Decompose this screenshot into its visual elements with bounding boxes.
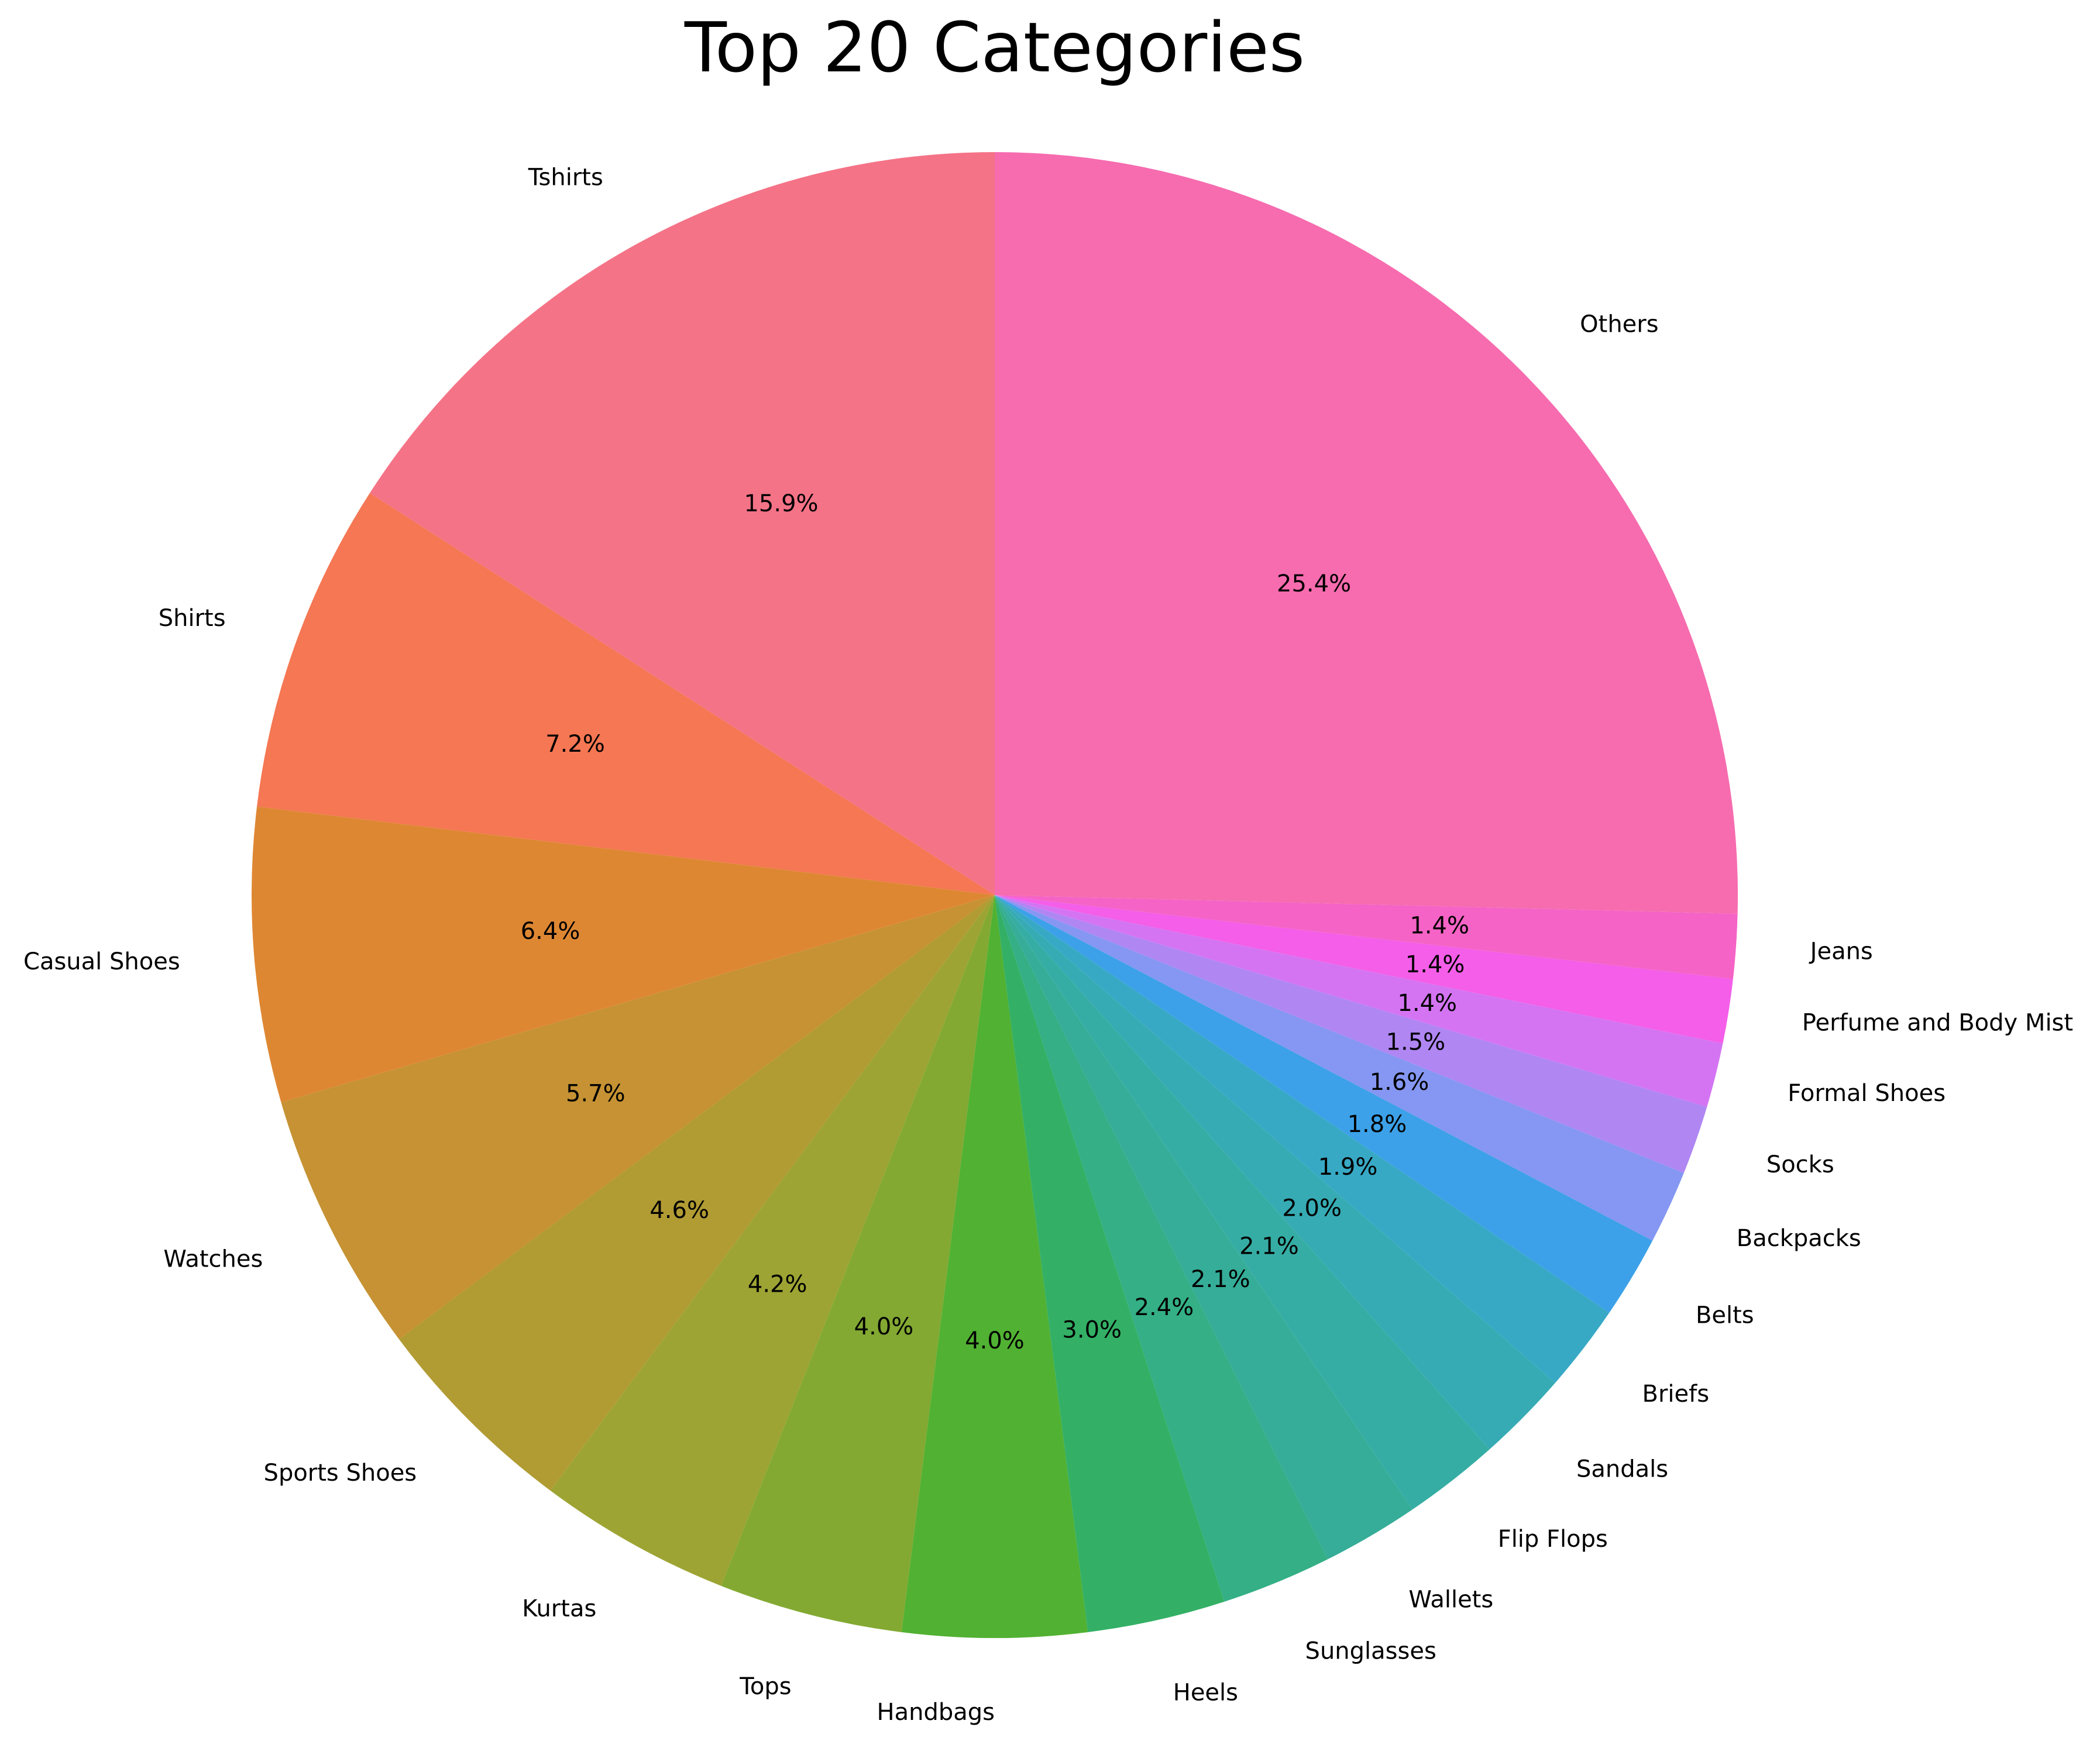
percent-label-backpacks: 1.6%: [1370, 1069, 1429, 1096]
slice-labels: Tshirts Shirts Casual Shoes Watches Sports S…: [23, 164, 2073, 1726]
percent-label-formal-shoes: 1.4%: [1397, 990, 1457, 1017]
pie-slices: [252, 152, 1738, 1638]
slice-label-casual-shoes: Casual Shoes: [23, 948, 180, 975]
pie-slice-flip-flops: [995, 895, 1490, 1510]
percent-label-watches: 5.7%: [566, 1081, 625, 1107]
percent-label-sports-shoes: 4.6%: [649, 1197, 709, 1224]
pie-slice-casual-shoes: [252, 806, 995, 1103]
pie-slice-watches: [281, 895, 995, 1340]
pie-slice-sandals: [995, 895, 1555, 1450]
pie-slice-tops: [721, 895, 995, 1632]
slice-label-flip-flops: Flip Flops: [1498, 1526, 1608, 1553]
percent-label-wallets: 2.1%: [1191, 1266, 1250, 1293]
percent-label-briefs: 1.9%: [1318, 1154, 1378, 1181]
pie-slice-perfume-and-body-mist: [995, 895, 1733, 1044]
percent-label-tshirts: 15.9%: [744, 490, 818, 517]
percent-labels: 15.9% 7.2% 6.4% 5.7% 4.6% 4.2% 4.0% 4.0% 3.0% 2.4…: [521, 490, 1469, 1354]
pie-slice-jeans: [995, 895, 1738, 979]
pie-slice-socks: [995, 895, 1707, 1173]
slice-label-shirts: Shirts: [159, 605, 226, 632]
pie-slice-kurtas: [550, 895, 995, 1586]
percent-label-tops: 4.0%: [854, 1313, 914, 1340]
slice-label-belts: Belts: [1696, 1302, 1754, 1329]
pie-slice-backpacks: [995, 895, 1684, 1241]
pie-slice-formal-shoes: [995, 895, 1723, 1107]
pie-slice-sports-shoes: [399, 895, 995, 1491]
slice-label-others: Others: [1580, 311, 1658, 338]
pie-slice-wallets: [995, 895, 1412, 1560]
pie-slice-belts: [995, 895, 1653, 1313]
chart-title: Top 20 Categories: [684, 7, 1305, 88]
slice-label-formal-shoes: Formal Shoes: [1788, 1080, 1946, 1107]
pie-slice-sunglasses: [995, 895, 1328, 1602]
slice-label-watches: Watches: [163, 1245, 263, 1272]
percent-label-sandals: 2.0%: [1282, 1195, 1342, 1222]
slice-label-heels: Heels: [1173, 1679, 1238, 1706]
slice-label-jeans: Jeans: [1809, 938, 1873, 965]
pie-slice-heels: [995, 895, 1225, 1632]
pie-slice-handbags: [901, 895, 1088, 1638]
slice-label-backpacks: Backpacks: [1737, 1225, 1861, 1252]
percent-label-flip-flops: 2.1%: [1239, 1233, 1299, 1260]
pie-slice-tshirts: [370, 152, 995, 895]
percent-label-belts: 1.8%: [1348, 1111, 1407, 1138]
percent-label-casual-shoes: 6.4%: [521, 918, 580, 945]
slice-label-briefs: Briefs: [1642, 1381, 1710, 1408]
slice-label-handbags: Handbags: [877, 1699, 995, 1726]
slice-label-wallets: Wallets: [1408, 1587, 1493, 1613]
percent-label-heels: 3.0%: [1062, 1317, 1122, 1344]
pie-slice-others: [995, 152, 1738, 914]
pie-slice-briefs: [995, 895, 1610, 1383]
slice-label-socks: Socks: [1766, 1151, 1834, 1178]
pie-slice-shirts: [257, 493, 995, 895]
slice-label-tshirts: Tshirts: [528, 164, 603, 191]
percent-label-perfume-and-body-mist: 1.4%: [1405, 951, 1465, 978]
percent-label-sunglasses: 2.4%: [1135, 1294, 1194, 1321]
slice-label-sandals: Sandals: [1576, 1456, 1668, 1483]
percent-label-kurtas: 4.2%: [748, 1271, 807, 1298]
slice-label-sunglasses: Sunglasses: [1305, 1637, 1436, 1664]
percent-label-jeans: 1.4%: [1410, 913, 1469, 940]
slice-label-tops: Tops: [739, 1673, 791, 1700]
slice-label-kurtas: Kurtas: [522, 1595, 596, 1622]
slice-label-sports-shoes: Sports Shoes: [264, 1460, 417, 1487]
percent-label-others: 25.4%: [1277, 570, 1351, 597]
percent-label-handbags: 4.0%: [965, 1327, 1025, 1354]
percent-label-socks: 1.5%: [1386, 1028, 1446, 1055]
slice-label-perfume-and-body-mist: Perfume and Body Mist: [1802, 1010, 2073, 1037]
percent-label-shirts: 7.2%: [545, 731, 605, 758]
